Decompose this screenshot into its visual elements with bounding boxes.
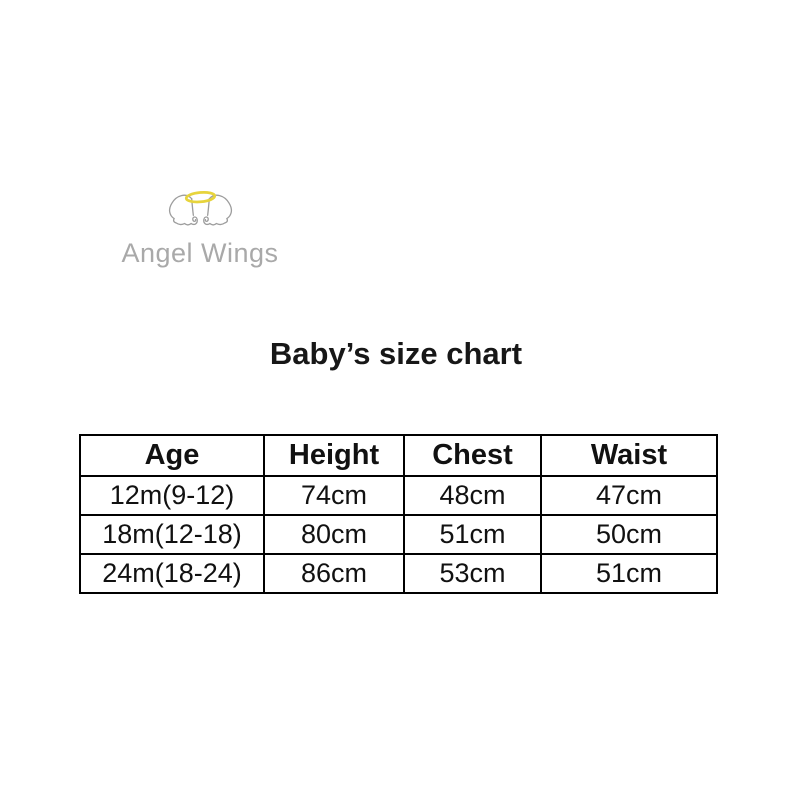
- brand-logo: Angel Wings: [120, 190, 280, 269]
- size-chart-table: Age Height Chest Waist 12m(9-12) 74cm 48…: [79, 434, 718, 594]
- brand-name: Angel Wings: [121, 238, 279, 268]
- column-header-height: Height: [263, 434, 405, 477]
- table-cell: 80cm: [263, 514, 405, 555]
- table-cell: 86cm: [263, 553, 405, 594]
- table-cell: 47cm: [540, 475, 718, 516]
- left-wing-icon: [168, 194, 198, 226]
- table-cell: 12m(9-12): [79, 475, 265, 516]
- column-header-waist: Waist: [540, 434, 718, 477]
- table-cell: 50cm: [540, 514, 718, 555]
- table-cell: 51cm: [403, 514, 542, 555]
- wings-outline: [168, 194, 232, 226]
- angel-wings-icon: [168, 190, 232, 226]
- table-row: 18m(12-18) 80cm 51cm 50cm: [79, 514, 718, 555]
- table-cell: 24m(18-24): [79, 553, 265, 594]
- halo-icon: [184, 190, 216, 204]
- table-cell: 53cm: [403, 553, 542, 594]
- table-cell: 74cm: [263, 475, 405, 516]
- table-row: 24m(18-24) 86cm 53cm 51cm: [79, 553, 718, 594]
- table-cell: 18m(12-18): [79, 514, 265, 555]
- column-header-chest: Chest: [403, 434, 542, 477]
- table-cell: 48cm: [403, 475, 542, 516]
- page-title: Baby’s size chart: [269, 336, 523, 371]
- table-header-row: Age Height Chest Waist: [79, 434, 718, 477]
- table-cell: 51cm: [540, 553, 718, 594]
- column-header-age: Age: [79, 434, 265, 477]
- table-row: 12m(9-12) 74cm 48cm 47cm: [79, 475, 718, 516]
